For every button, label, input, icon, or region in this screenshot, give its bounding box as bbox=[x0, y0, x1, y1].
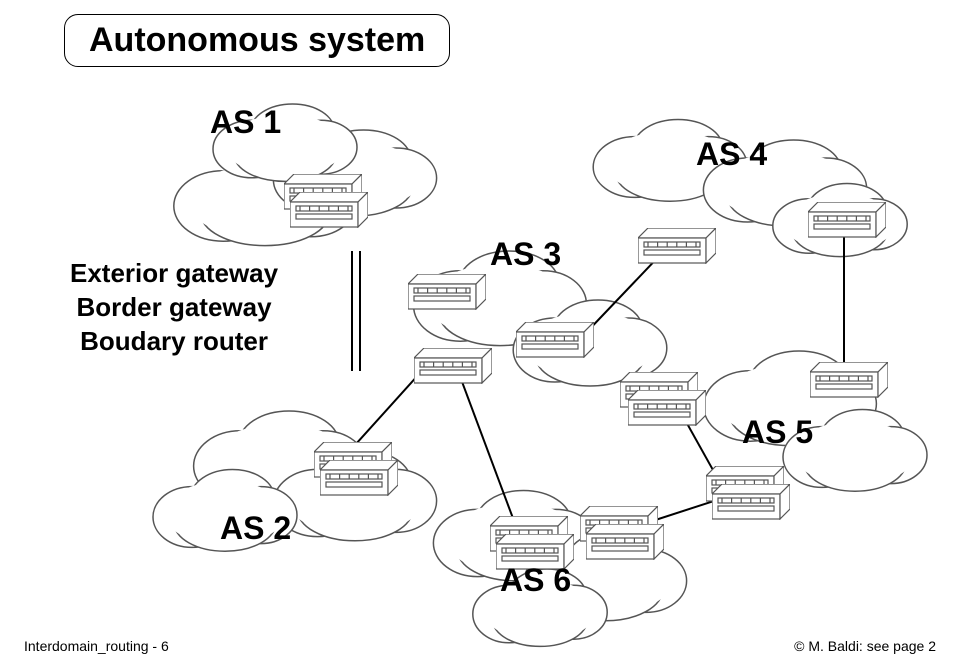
inter-as-link bbox=[351, 251, 353, 371]
as-label: AS 5 bbox=[742, 414, 813, 451]
router-icon bbox=[808, 202, 886, 238]
router-icon bbox=[712, 484, 790, 520]
footer-left: Interdomain_routing - 6 bbox=[24, 638, 169, 654]
slide-title: Autonomous system bbox=[64, 14, 450, 67]
footer-right: © M. Baldi: see page 2 bbox=[794, 638, 936, 654]
router-icon bbox=[638, 228, 716, 264]
router-icon bbox=[810, 362, 888, 398]
router-icon bbox=[586, 524, 664, 560]
legend-line: Boudary router bbox=[70, 324, 278, 358]
as-label: AS 1 bbox=[210, 104, 281, 141]
as-label: AS 2 bbox=[220, 510, 291, 547]
diagram-stage: Autonomous system Exterior gatewayBorder… bbox=[0, 0, 960, 668]
legend-line: Exterior gateway bbox=[70, 256, 278, 290]
router-icon bbox=[408, 274, 486, 310]
inter-as-link bbox=[843, 229, 845, 369]
inter-as-link bbox=[359, 251, 361, 371]
as-label: AS 3 bbox=[490, 236, 561, 273]
router-icon bbox=[320, 460, 398, 496]
router-icon bbox=[628, 390, 706, 426]
legend-terms: Exterior gatewayBorder gatewayBoudary ro… bbox=[70, 256, 278, 358]
legend-line: Border gateway bbox=[70, 290, 278, 324]
as-label: AS 6 bbox=[500, 562, 571, 599]
router-icon bbox=[290, 192, 368, 228]
router-icon bbox=[516, 322, 594, 358]
as-label: AS 4 bbox=[696, 136, 767, 173]
router-icon bbox=[414, 348, 492, 384]
